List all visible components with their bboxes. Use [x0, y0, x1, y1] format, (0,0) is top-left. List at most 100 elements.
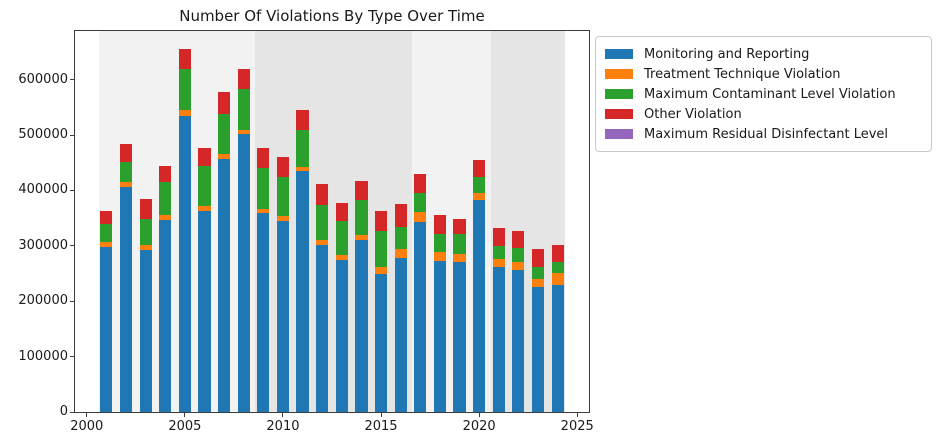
bar-2022-segment	[512, 248, 525, 262]
bar-2019-segment	[453, 234, 466, 254]
bar-2023-segment	[531, 249, 545, 267]
legend-swatch	[605, 109, 633, 119]
y-tick-mark	[70, 245, 75, 247]
bar-2024-segment	[551, 244, 564, 263]
bar-2021-segment	[492, 227, 505, 246]
bar-2023-segment	[531, 279, 545, 287]
y-tick-label: 600000	[18, 71, 68, 87]
legend-swatch	[605, 49, 633, 59]
bar-2016-segment	[394, 226, 407, 250]
bar-2009-segment	[257, 147, 270, 168]
y-tick-label: 300000	[18, 237, 68, 253]
bar-2012-segment	[316, 244, 329, 412]
bar-2014-segment	[355, 240, 368, 412]
bar-2008-segment	[237, 133, 250, 412]
legend: Monitoring and Reporting Treatment Techni…	[595, 36, 932, 152]
y-tick-label: 0	[59, 404, 68, 419]
bar-2002-segment	[119, 143, 133, 163]
bar-2022-segment	[512, 261, 525, 270]
bar-2010-segment	[276, 157, 290, 177]
bar-2014-segment	[355, 181, 368, 201]
bar-2021-segment	[492, 267, 505, 412]
bar-2005-segment	[178, 49, 191, 69]
y-tick-mark	[70, 411, 75, 413]
bar-2009-segment	[257, 167, 270, 209]
bar-2005-segment	[178, 68, 191, 111]
y-tick-label: 500000	[18, 127, 68, 142]
x-tick-label: 2020	[462, 419, 496, 434]
legend-row: Other Violation	[605, 104, 922, 124]
bar-2019-segment	[453, 261, 466, 412]
x-tick-mark	[380, 413, 382, 417]
bar-2007-segment	[218, 158, 231, 412]
bar-2001-segment	[100, 210, 113, 224]
bar-2006-segment	[198, 206, 211, 212]
bar-2017-segment	[414, 212, 427, 222]
bar-2002-segment	[119, 182, 133, 187]
legend-row: Maximum Contaminant Level Violation	[605, 84, 922, 104]
bar-2002-segment	[119, 162, 133, 183]
bar-2012-segment	[316, 239, 329, 245]
bar-2019-segment	[453, 253, 466, 262]
bar-2005-segment	[178, 116, 191, 412]
y-tick-mark	[70, 356, 75, 358]
y-tick-mark	[70, 300, 75, 302]
bar-2002-segment	[119, 186, 133, 412]
bar-2022-segment	[512, 269, 525, 412]
x-tick-mark	[184, 413, 186, 417]
y-tick-label: 100000	[18, 348, 68, 364]
bar-2020-segment	[473, 193, 486, 201]
bar-2001-segment	[100, 242, 113, 248]
bar-2018-segment	[433, 261, 446, 412]
y-tick-label: 200000	[18, 293, 68, 309]
legend-label: Treatment Technique Violation	[644, 66, 841, 82]
bar-2008-segment	[237, 130, 250, 134]
y-tick-mark	[70, 134, 75, 136]
bar-2013-segment	[335, 254, 348, 260]
x-tick-label: 2025	[560, 419, 594, 434]
y-tick-mark	[70, 79, 75, 81]
bar-2020-segment	[473, 200, 486, 412]
bar-2006-segment	[198, 166, 211, 207]
bar-2001-segment	[100, 223, 113, 243]
bar-2013-segment	[335, 202, 348, 221]
bar-2023-segment	[531, 266, 545, 280]
bar-2021-segment	[492, 258, 505, 268]
y-tick-label: 400000	[18, 182, 68, 198]
bar-2021-segment	[492, 245, 505, 259]
bar-2024-segment	[551, 272, 564, 285]
bar-2012-segment	[316, 205, 329, 240]
bar-2011-segment	[296, 166, 309, 172]
legend-swatch	[605, 129, 633, 139]
x-tick-mark	[576, 413, 578, 417]
bar-2006-segment	[198, 211, 211, 412]
bar-2009-segment	[257, 208, 270, 214]
bar-2003-segment	[139, 218, 152, 246]
bar-2024-segment	[551, 284, 564, 412]
bar-2018-segment	[433, 251, 446, 262]
y-tick-mark	[70, 189, 75, 191]
bar-2003-segment	[139, 245, 152, 251]
bar-2017-segment	[414, 173, 427, 194]
bar-2019-segment	[453, 218, 466, 235]
bar-2003-segment	[139, 198, 152, 219]
x-tick-label: 2000	[70, 419, 104, 434]
legend-label: Monitoring and Reporting	[644, 46, 810, 62]
bar-2008-segment	[237, 69, 250, 90]
bar-2011-segment	[296, 109, 309, 131]
bar-2011-segment	[296, 171, 309, 412]
legend-label: Maximum Contaminant Level Violation	[644, 86, 896, 102]
bar-2011-segment	[296, 130, 309, 167]
bar-2018-segment	[433, 233, 446, 252]
x-tick-mark	[478, 413, 480, 417]
bar-2013-segment	[335, 259, 348, 412]
plot-area	[74, 30, 590, 413]
bar-2007-segment	[218, 113, 231, 154]
bar-2018-segment	[433, 215, 446, 234]
bar-2015-segment	[374, 267, 388, 274]
legend-swatch	[605, 69, 633, 79]
bar-2016-segment	[394, 204, 407, 227]
bar-2017-segment	[414, 222, 427, 412]
x-tick-label: 2015	[364, 419, 398, 434]
